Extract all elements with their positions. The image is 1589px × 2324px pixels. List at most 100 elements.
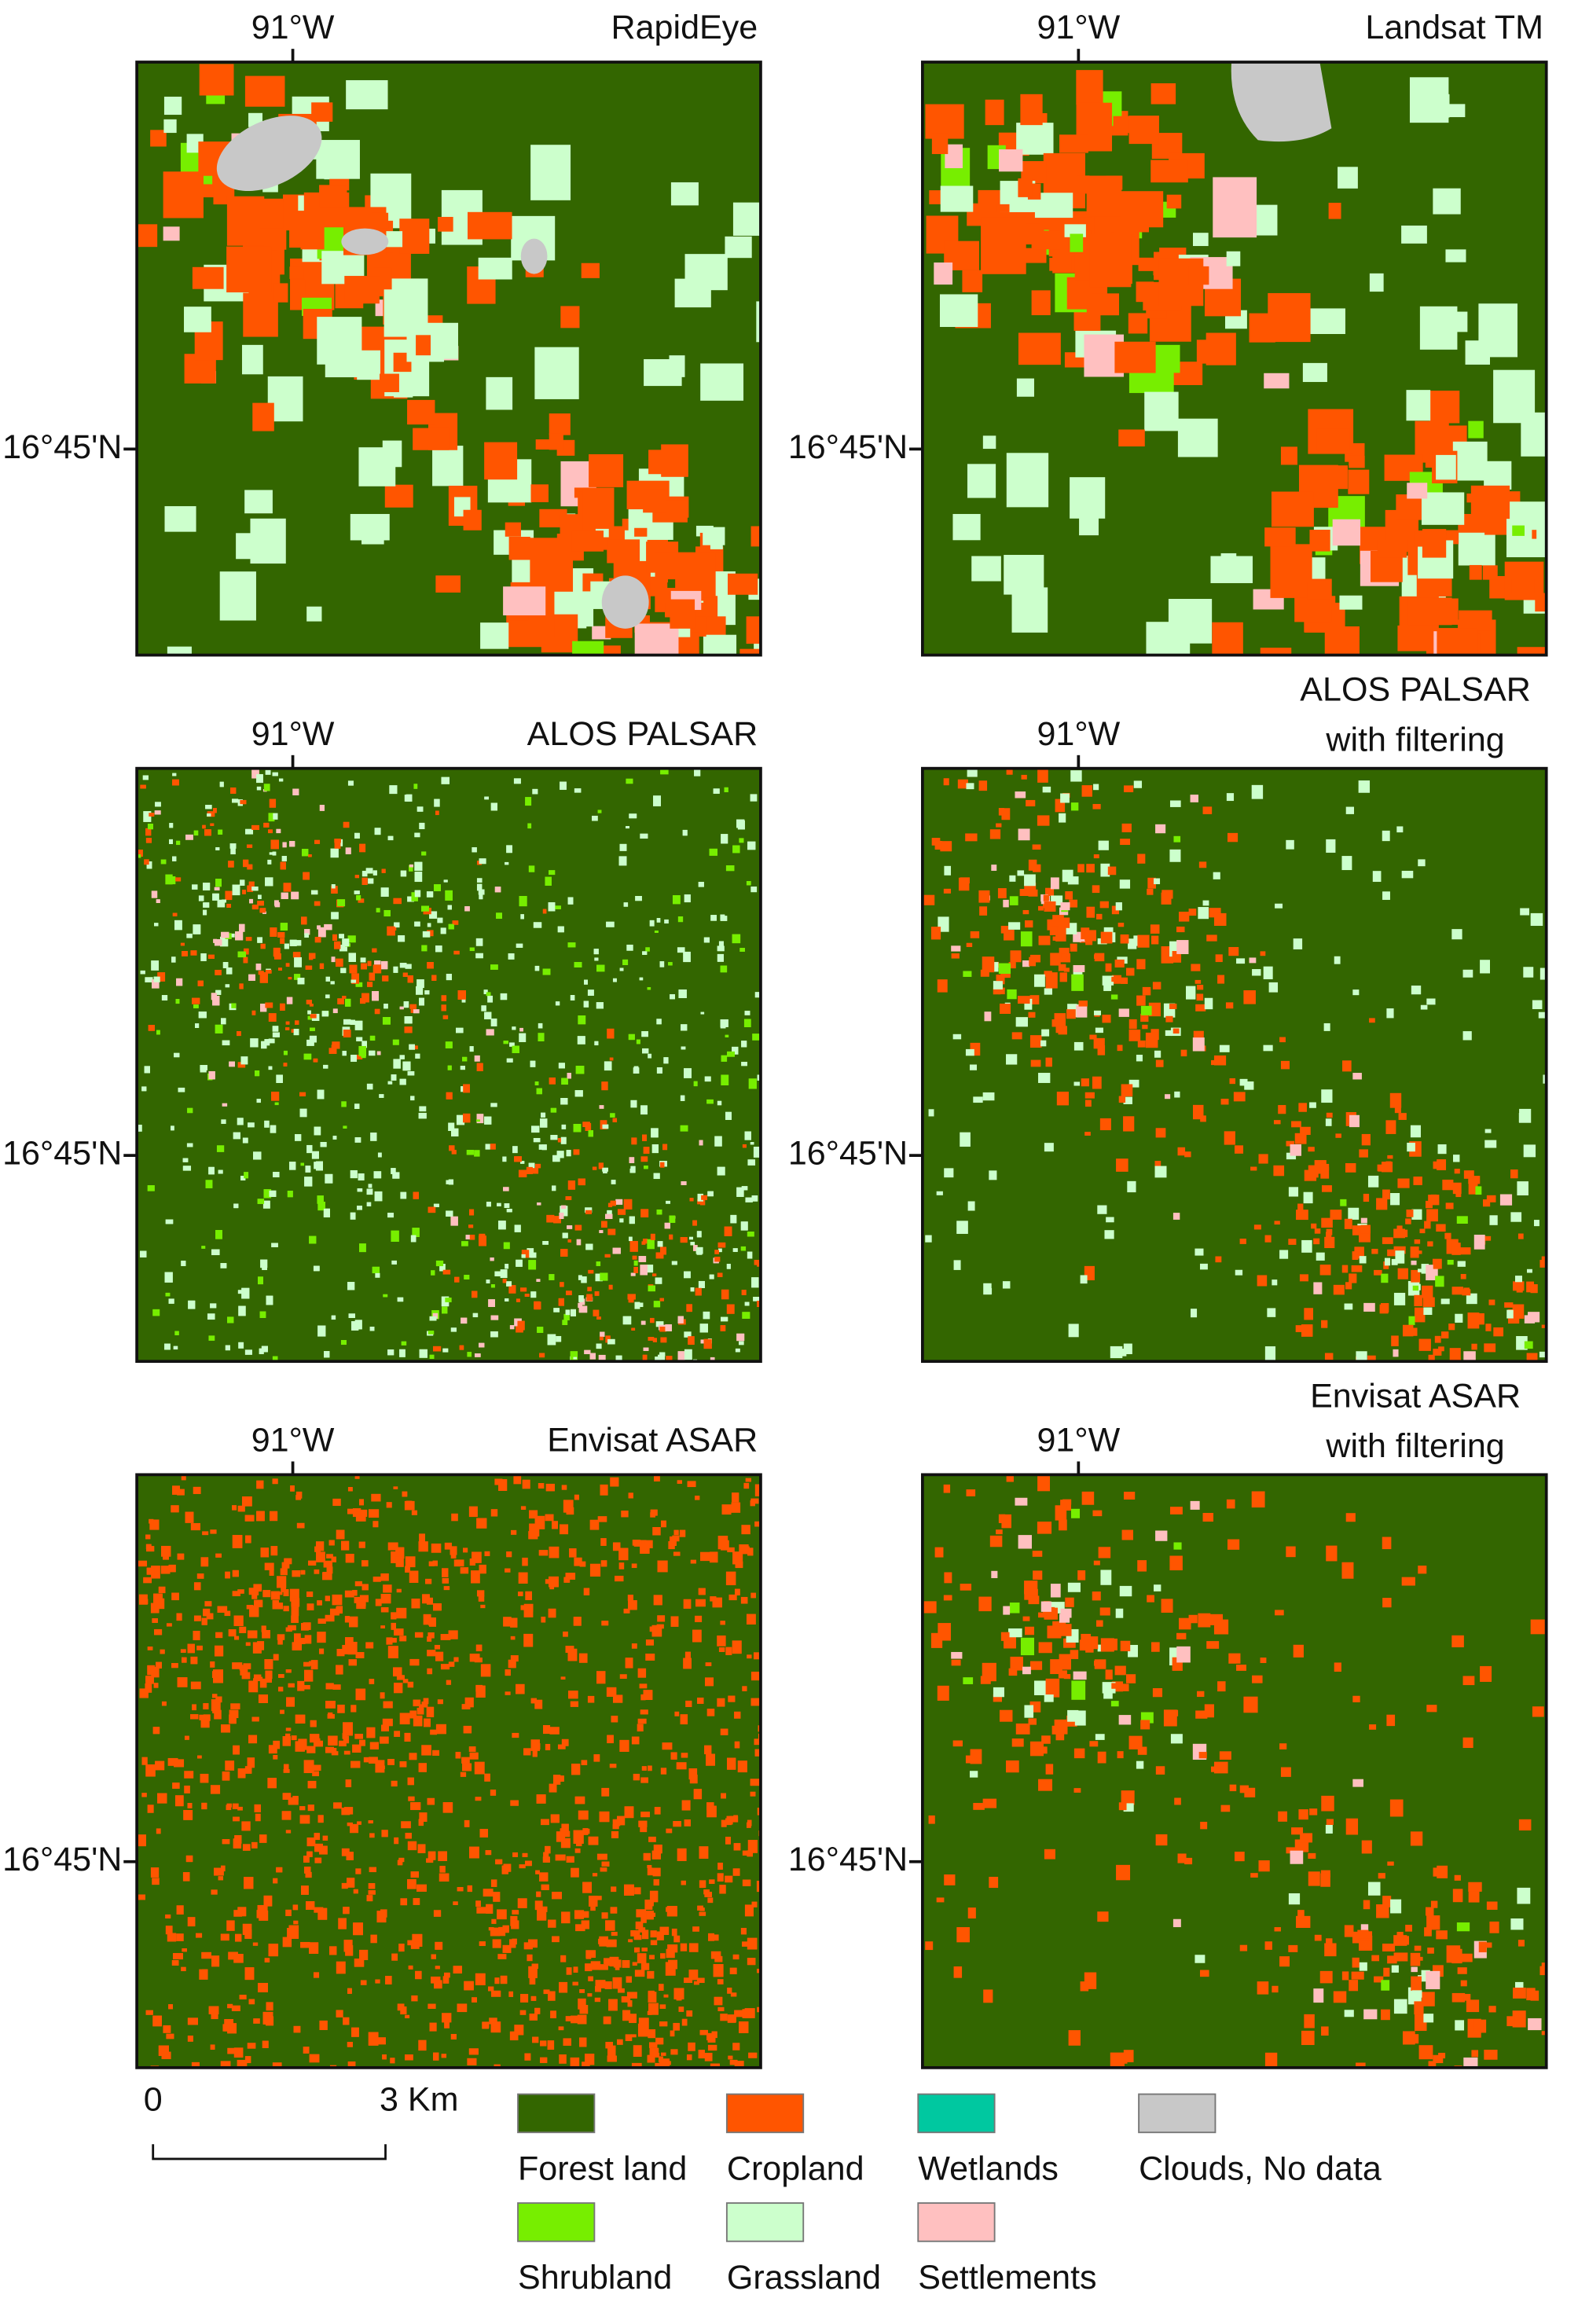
land-patch xyxy=(559,2054,567,2064)
land-patch xyxy=(656,1019,662,1025)
land-patch xyxy=(629,1157,635,1163)
land-patch xyxy=(292,788,299,795)
land-patch xyxy=(1437,628,1478,655)
land-patch xyxy=(366,1083,373,1090)
land-patch xyxy=(1452,1182,1462,1195)
land-patch xyxy=(383,1004,388,1009)
land-patch xyxy=(353,1889,358,1894)
land-patch xyxy=(358,1173,365,1180)
land-patch xyxy=(732,845,740,854)
land-patch xyxy=(1032,844,1041,850)
land-patch xyxy=(309,1035,317,1043)
land-patch xyxy=(270,839,279,850)
land-patch xyxy=(1196,993,1204,1001)
land-patch xyxy=(1034,193,1073,218)
land-patch xyxy=(394,922,400,928)
land-patch xyxy=(612,978,617,982)
land-patch xyxy=(506,1281,512,1287)
land-patch xyxy=(367,982,373,987)
land-patch xyxy=(747,1654,752,1659)
land-patch xyxy=(615,1355,622,1361)
land-patch xyxy=(210,1661,215,1668)
land-patch xyxy=(1452,441,1488,481)
cloud xyxy=(216,116,322,192)
land-patch xyxy=(161,1701,167,1706)
land-patch xyxy=(710,535,723,549)
land-patch xyxy=(541,1819,549,1826)
land-patch xyxy=(570,1351,578,1360)
land-patch xyxy=(1006,769,1013,775)
land-patch xyxy=(400,1191,407,1199)
land-patch xyxy=(659,961,665,967)
land-patch xyxy=(617,1816,626,1826)
land-patch xyxy=(978,890,990,903)
land-patch xyxy=(292,1904,299,1911)
land-patch xyxy=(1070,802,1079,811)
land-patch xyxy=(211,1249,220,1256)
land-patch xyxy=(561,1205,567,1210)
land-patch xyxy=(693,1245,698,1251)
land-patch xyxy=(153,976,160,982)
land-patch xyxy=(1451,1243,1461,1255)
land-patch xyxy=(358,1541,365,1548)
land-patch xyxy=(1280,446,1297,465)
land-patch xyxy=(725,1034,729,1037)
land-patch xyxy=(1466,1293,1477,1305)
land-patch xyxy=(140,1250,147,1257)
land-patch xyxy=(592,815,598,821)
land-patch xyxy=(1200,1115,1206,1122)
land-patch xyxy=(536,1794,546,1804)
land-patch xyxy=(1017,870,1025,876)
land-patch xyxy=(967,464,996,498)
land-patch xyxy=(931,133,949,155)
land-patch xyxy=(669,1234,673,1240)
land-patch xyxy=(326,1554,333,1559)
land-patch xyxy=(1422,529,1447,558)
land-patch xyxy=(168,1298,174,1304)
land-patch xyxy=(1084,1132,1091,1136)
land-patch xyxy=(143,1577,152,1584)
land-patch xyxy=(732,2043,740,2050)
land-patch xyxy=(1334,956,1341,964)
panel-title: Landsat TM xyxy=(1365,9,1543,46)
land-patch xyxy=(1140,1013,1149,1022)
land-patch xyxy=(720,1019,728,1027)
land-patch xyxy=(1128,1079,1139,1088)
land-patch xyxy=(399,1055,405,1059)
land-patch xyxy=(329,1608,339,1616)
land-patch xyxy=(578,1810,589,1820)
land-patch xyxy=(698,1280,705,1288)
land-patch xyxy=(211,2012,218,2020)
land-patch xyxy=(1414,94,1450,118)
land-patch xyxy=(509,1325,515,1330)
land-patch xyxy=(330,981,335,985)
land-patch xyxy=(962,270,983,292)
land-patch xyxy=(1260,648,1292,655)
land-patch xyxy=(1418,1338,1431,1351)
land-patch xyxy=(1041,1029,1050,1037)
land-patch xyxy=(344,1590,354,1598)
land-patch xyxy=(273,1740,281,1749)
land-patch xyxy=(1136,959,1146,970)
land-patch xyxy=(1060,902,1070,911)
land-patch xyxy=(1345,1162,1356,1173)
land-patch xyxy=(214,1709,222,1720)
land-patch xyxy=(294,974,301,980)
land-patch xyxy=(1094,953,1105,962)
land-patch xyxy=(593,949,599,955)
land-patch xyxy=(542,1856,550,1863)
land-patch xyxy=(1361,1133,1371,1146)
land-patch xyxy=(1299,1274,1308,1282)
land-patch xyxy=(400,870,407,877)
land-patch xyxy=(1504,1302,1514,1308)
land-patch xyxy=(165,1926,173,1935)
land-patch xyxy=(351,1321,359,1331)
land-patch xyxy=(740,1221,748,1231)
land-patch xyxy=(322,1835,328,1841)
land-patch xyxy=(680,1714,688,1725)
land-patch xyxy=(704,1745,712,1755)
land-patch xyxy=(480,622,509,649)
land-patch xyxy=(1128,1030,1141,1041)
land-patch xyxy=(193,1630,200,1640)
land-patch xyxy=(653,1173,660,1180)
